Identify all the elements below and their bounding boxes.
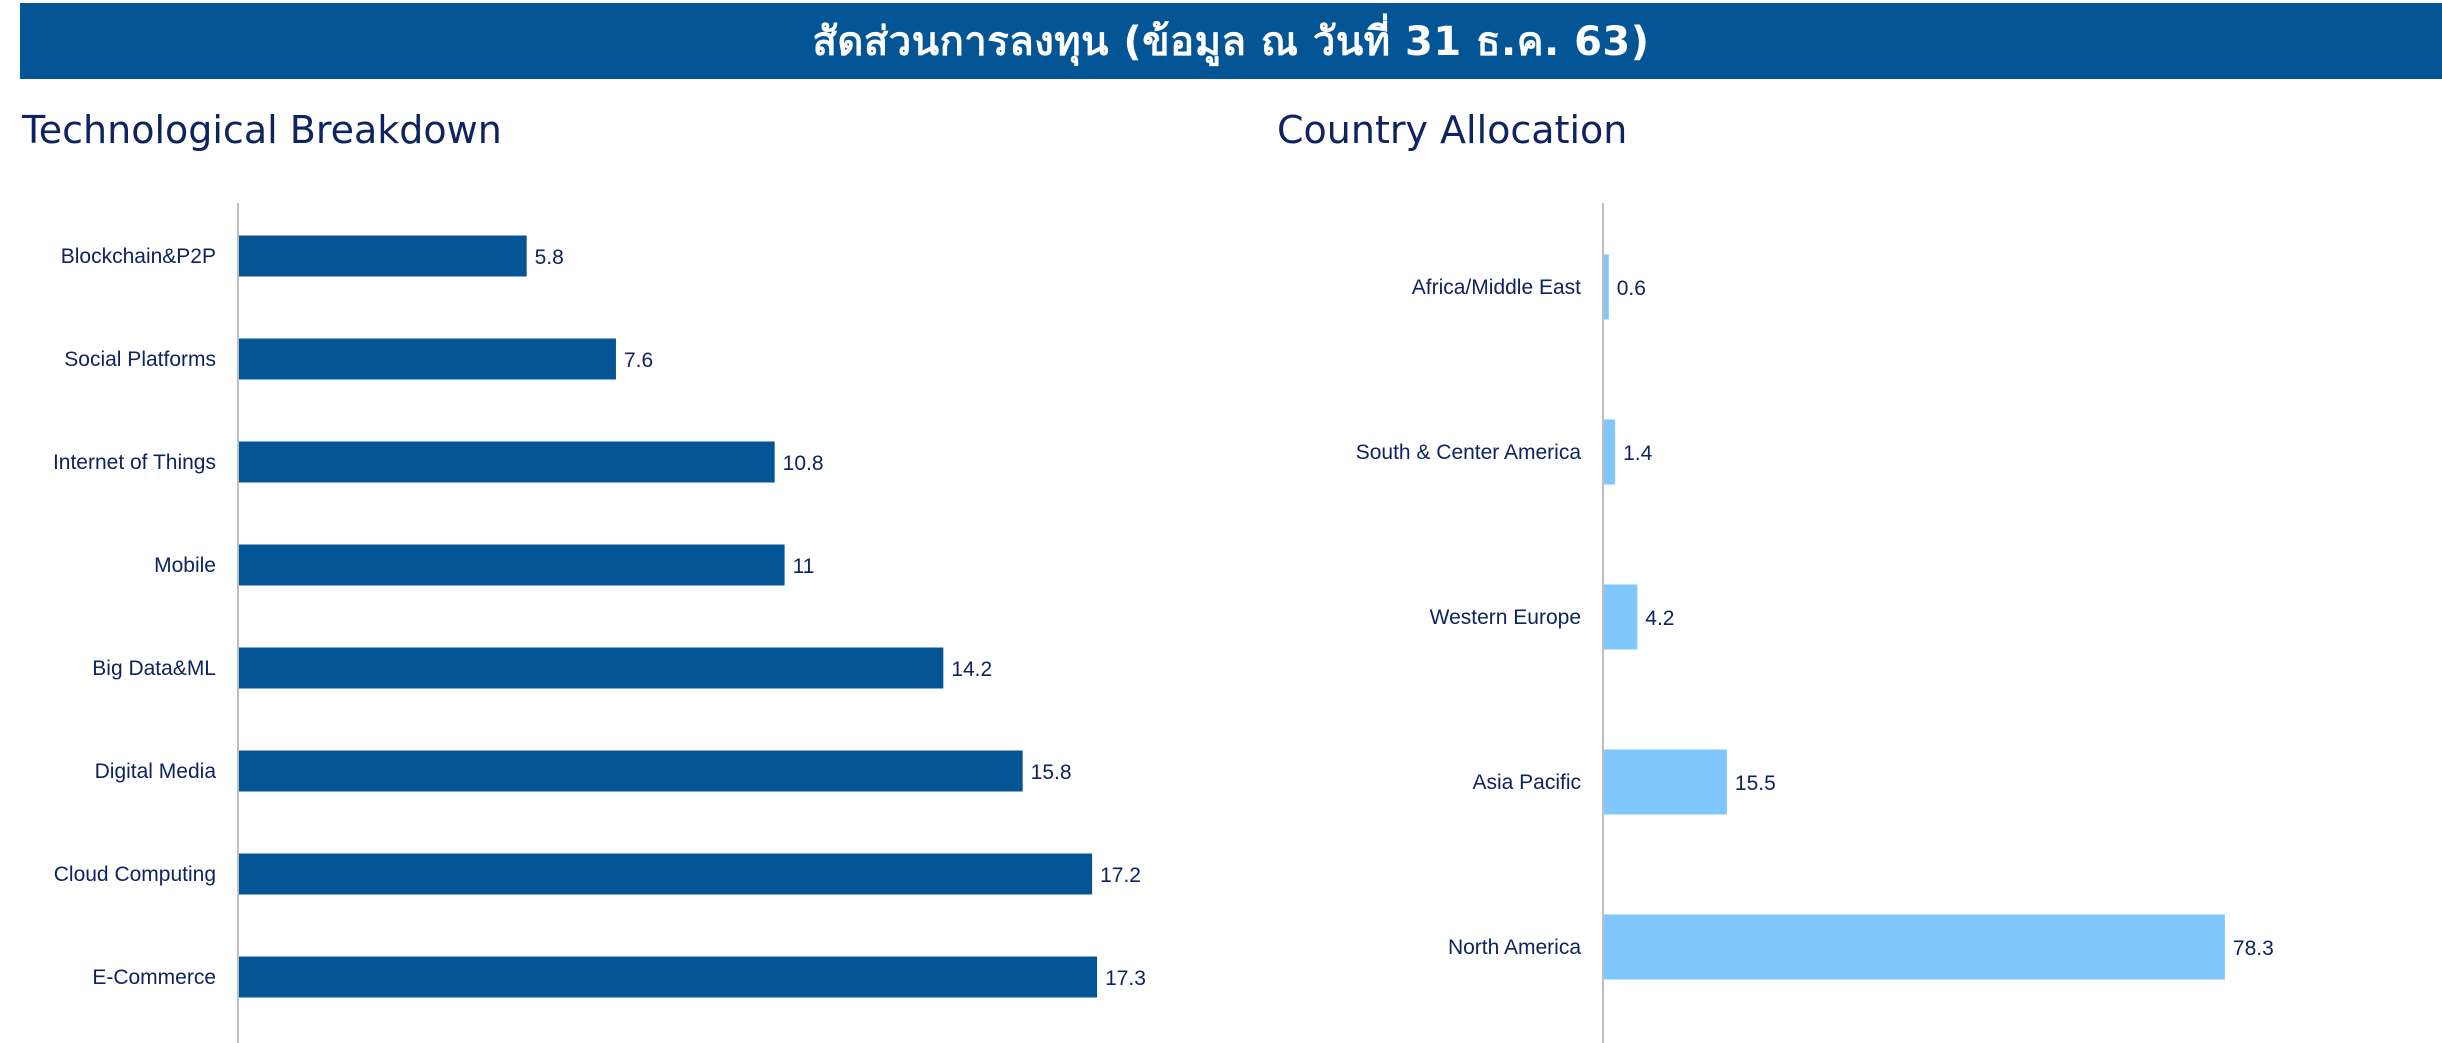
tech-bar (239, 544, 785, 586)
country-category-label: Asia Pacific (1472, 771, 1581, 794)
tech-category-label: Mobile (154, 554, 216, 577)
header-title: สัดส่วนการลงทุน (ข้อมูล ณ วันที่ 31 ธ.ค.… (812, 19, 1650, 65)
country-category-label: Africa/Middle East (1412, 276, 1581, 299)
tech-value-label: 5.8 (535, 246, 564, 269)
tech-category-label: Internet of Things (53, 451, 216, 474)
country-value-label: 78.3 (2233, 937, 2274, 960)
tech-value-label: 11 (793, 555, 815, 578)
country-category-label: South & Center America (1356, 441, 1582, 464)
country-value-label: 15.5 (1735, 772, 1776, 795)
tech-value-label: 17.2 (1100, 864, 1141, 887)
tech-bar (239, 853, 1093, 895)
country-value-label: 0.6 (1617, 277, 1646, 300)
country-chart-title: Country Allocation (1277, 108, 1628, 152)
tech-category-label: Big Data&ML (92, 657, 216, 680)
tech-value-label: 15.8 (1031, 761, 1072, 784)
tech-value-label: 10.8 (783, 452, 824, 475)
tech-bar (239, 750, 1023, 792)
country-bar (1604, 419, 1616, 485)
tech-value-label: 14.2 (951, 658, 992, 681)
country-bar (1604, 254, 1609, 320)
country-category-label: Western Europe (1430, 606, 1581, 629)
country-bar (1604, 749, 1727, 815)
country-bar (1604, 914, 2225, 980)
tech-category-label: Digital Media (95, 760, 217, 783)
tech-bar (239, 235, 527, 277)
header-banner: สัดส่วนการลงทุน (ข้อมูล ณ วันที่ 31 ธ.ค.… (20, 3, 2442, 79)
tech-category-label: Blockchain&P2P (61, 245, 216, 268)
country-value-label: 4.2 (1645, 607, 1674, 630)
tech-category-label: Cloud Computing (54, 863, 216, 886)
tech-bar (239, 956, 1098, 998)
tech-value-label: 7.6 (624, 349, 653, 372)
country-value-label: 1.4 (1623, 442, 1653, 465)
tech-bar (239, 441, 775, 483)
tech-chart-title: Technological Breakdown (22, 108, 502, 152)
tech-value-label: 17.3 (1105, 967, 1146, 990)
country-category-label: North America (1448, 936, 1581, 959)
country-bar (1604, 584, 1638, 650)
tech-bar (239, 338, 616, 380)
tech-bar (239, 647, 944, 689)
tech-category-label: E-Commerce (92, 966, 216, 989)
tech-category-label: Social Platforms (64, 348, 216, 371)
